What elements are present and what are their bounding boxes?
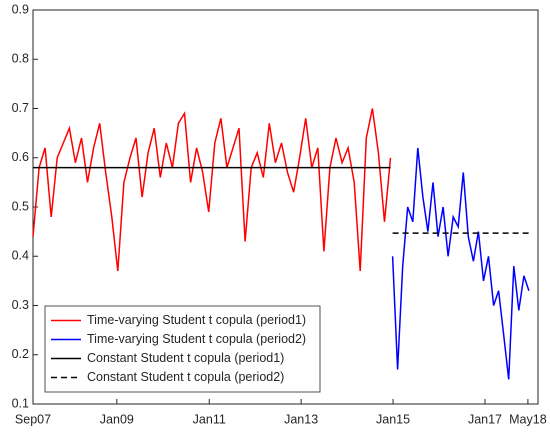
legend-label: Time-varying Student t copula (period1) <box>87 313 306 327</box>
x-tick-label: May18 <box>509 412 547 426</box>
series-line <box>32 108 392 272</box>
y-tick-label: 0.4 <box>12 249 29 263</box>
x-tick-label: Jan15 <box>376 412 410 426</box>
x-tick-label: Jan13 <box>284 412 318 426</box>
y-tick-label: 0.3 <box>12 298 29 312</box>
y-tick-label: 0.6 <box>12 150 29 164</box>
legend-box <box>44 305 321 393</box>
legend-label: Constant Student t copula (period2) <box>87 370 284 384</box>
x-tick-label: Jan09 <box>100 412 134 426</box>
y-tick-label: 0.5 <box>12 199 29 213</box>
series-line <box>391 147 530 380</box>
y-tick-label: 0.2 <box>12 347 29 361</box>
y-tick-label: 0.8 <box>12 52 29 66</box>
y-tick-label: 0.1 <box>12 396 29 410</box>
legend-label: Time-varying Student t copula (period2) <box>87 332 306 346</box>
x-tick-label: Jan17 <box>468 412 502 426</box>
legend-label: Constant Student t copula (period1) <box>87 351 284 365</box>
y-tick-label: 0.7 <box>12 101 29 115</box>
y-tick-label: 0.9 <box>12 2 29 16</box>
x-tick-label: Jan11 <box>193 412 226 426</box>
x-tick-label: Sep07 <box>15 412 51 426</box>
